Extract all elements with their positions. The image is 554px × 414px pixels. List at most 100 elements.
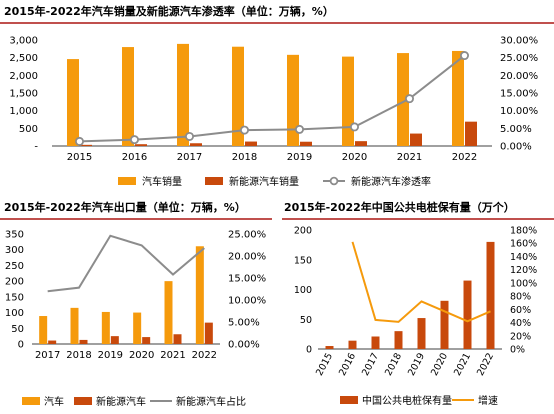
c3-right-tick: 180% [510, 226, 537, 237]
c1-bar-secondary [245, 141, 257, 146]
c1-right-tick: 30.00% [500, 36, 538, 47]
c1-right-tick: 5.00% [500, 124, 532, 135]
chart1-legend: 汽车销量 新能源汽车销量 新能源汽车渗透率 [118, 175, 431, 188]
c3-right-tick: 0% [510, 345, 525, 356]
export-chart: 2015年-2022年汽车出口量（单位：万辆，%） 350 300 250 200 15… [0, 200, 272, 408]
c1-bar-primary [122, 47, 134, 146]
c1-right-tick: 25.00% [500, 53, 538, 64]
c1-bar-secondary [300, 141, 312, 146]
c1-legend-label: 新能源汽车渗透率 [351, 175, 431, 188]
c1-bar-primary [342, 56, 354, 146]
c1-left-tick: 3,000 [9, 36, 38, 47]
c1-line-point [404, 94, 414, 104]
c2-bar-secondary [110, 336, 119, 344]
c3-left-tick: 0 [306, 345, 312, 356]
c2-right-tick: 0.00% [228, 340, 260, 351]
c3-legend-label: 增速 [478, 394, 498, 407]
c1-line-point [184, 131, 194, 141]
chart2-title: 2015年-2022年汽车出口量（单位：万辆，%） [4, 200, 246, 214]
c3-category-label: 2015 [314, 351, 335, 378]
c1-category-label: 2019 [287, 152, 312, 163]
c3-bar-primary [417, 318, 426, 349]
c3-bar-primary [486, 241, 495, 349]
c3-left-tick: 150 [294, 255, 312, 266]
c3-bar-primary [325, 346, 334, 349]
c1-left-tick: 1,000 [9, 106, 38, 117]
c3-right-tick: 160% [510, 239, 537, 250]
c1-category-label: 2016 [122, 152, 147, 163]
c1-bar-secondary [355, 141, 367, 146]
c2-bar-primary [195, 246, 204, 344]
c1-left-tick: 1,500 [9, 89, 38, 100]
c3-category-label: 2020 [429, 351, 450, 378]
c1-legend-swatch [118, 177, 136, 185]
c2-right-tick: 25.00% [228, 230, 266, 241]
c2-category-label: 2019 [98, 350, 123, 361]
c3-right-tick: 40% [510, 318, 531, 329]
c1-right-tick: 10.00% [500, 106, 538, 117]
c2-bar-secondary [204, 322, 213, 344]
chart1-title: 2015年-2022年汽车销量及新能源汽车渗透率（单位：万辆，%） [4, 4, 334, 18]
c1-line-point [349, 122, 359, 132]
c1-bar-primary [287, 54, 299, 147]
c1-bar-primary [232, 46, 244, 146]
chart2-legend: 汽车 新能源汽车 新能源汽车占比 [22, 395, 246, 408]
c1-legend-swatch-marker [329, 176, 339, 186]
c2-right-tick: 5.00% [228, 318, 260, 329]
c1-line-point [75, 136, 85, 146]
c3-bar-primary [371, 336, 380, 349]
c3-right-tick: 20% [510, 331, 531, 342]
c1-legend-label: 汽车销量 [142, 175, 182, 188]
chart3-title: 2015年-2022年中国公共电桩保有量（万个） [284, 200, 515, 214]
c1-line-point [239, 125, 249, 135]
c2-left-tick: 350 [5, 230, 24, 241]
c3-right-tick: 120% [510, 265, 537, 276]
c1-legend-swatch [205, 177, 223, 185]
c1-bar-primary [177, 43, 189, 146]
c3-left-tick: 200 [294, 226, 312, 237]
c2-category-label: 2020 [129, 350, 154, 361]
c2-category-label: 2021 [160, 350, 185, 361]
c2-left-tick: 250 [5, 261, 24, 272]
c3-left-tick: 50 [300, 315, 312, 326]
c2-left-tick: 100 [5, 308, 24, 319]
c2-left-tick: 200 [5, 277, 24, 288]
c3-category-label: 2018 [383, 351, 404, 378]
c1-left-tick: - [34, 142, 38, 153]
c1-bar-secondary [465, 121, 477, 146]
c2-bar-secondary [48, 340, 57, 344]
c2-bar-primary [70, 307, 79, 344]
c1-line-point [294, 124, 304, 134]
c3-right-tick: 140% [510, 252, 537, 263]
c2-category-label: 2018 [66, 350, 91, 361]
c3-right-tick: 100% [510, 278, 537, 289]
c2-right-tick: 15.00% [228, 274, 266, 285]
c3-bar-primary [348, 340, 357, 349]
c1-left-tick: 2,500 [9, 53, 38, 64]
c1-right-tick: 20.00% [500, 71, 538, 82]
c2-bar-secondary [142, 337, 151, 344]
c1-category-label: 2020 [342, 152, 367, 163]
c2-line-series [47, 234, 205, 293]
c3-bar-primary [440, 300, 449, 349]
charging-pile-chart: 2015年-2022年中国公共电桩保有量（万个） 200 150 100 50 0 18… [282, 200, 554, 407]
c3-category-label: 2019 [406, 351, 427, 378]
c1-left-tick: 2,000 [9, 71, 38, 82]
c1-line-point [459, 51, 469, 61]
c1-bar-secondary [410, 133, 422, 146]
c2-bar-primary [133, 312, 142, 344]
c3-bar-primary [394, 331, 403, 349]
c3-bar-primary [463, 280, 472, 349]
c3-category-label: 2016 [337, 351, 358, 378]
c2-legend-label: 汽车 [44, 395, 64, 408]
c1-bar-primary [397, 53, 409, 146]
c2-legend-swatch [22, 397, 40, 405]
c1-legend-label: 新能源汽车销量 [229, 175, 299, 188]
c3-category-label: 2017 [360, 351, 381, 378]
sales-penetration-chart: 2015年-2022年汽车销量及新能源汽车渗透率（单位：万辆，%） 3,000 2… [0, 4, 554, 188]
c2-left-tick: 0 [18, 340, 24, 351]
c1-left-tick: 500 [19, 124, 38, 135]
c2-bar-secondary [173, 334, 182, 344]
c1-category-label: 2015 [67, 152, 92, 163]
